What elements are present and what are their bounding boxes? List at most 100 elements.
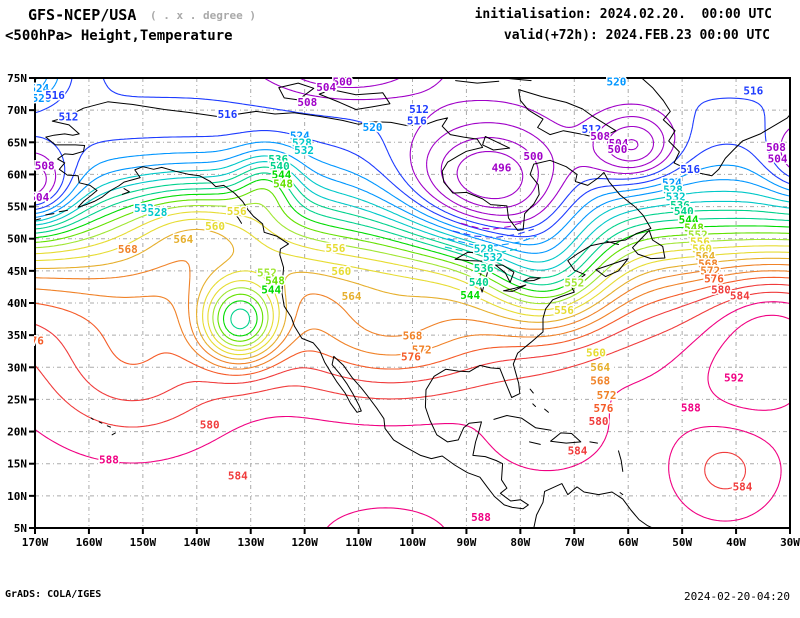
svg-text:90W: 90W	[456, 536, 476, 549]
svg-text:60W: 60W	[618, 536, 638, 549]
svg-text:516: 516	[407, 115, 427, 128]
svg-text:532: 532	[483, 251, 503, 264]
coastlines	[34, 77, 791, 529]
svg-text:532: 532	[134, 202, 154, 215]
svg-text:508: 508	[590, 130, 610, 143]
svg-text:504: 504	[316, 81, 336, 94]
svg-text:520: 520	[363, 121, 383, 134]
svg-text:10N: 10N	[7, 490, 27, 503]
creation-timestamp: 2024-02-20-04:20	[684, 590, 790, 603]
svg-text:556: 556	[325, 242, 345, 255]
svg-text:568: 568	[403, 329, 423, 342]
svg-text:500: 500	[607, 143, 627, 156]
svg-text:544: 544	[679, 214, 699, 227]
svg-text:572: 572	[412, 343, 432, 356]
svg-text:512: 512	[582, 123, 602, 136]
svg-text:552: 552	[257, 266, 277, 279]
svg-text:516: 516	[680, 163, 700, 176]
svg-text:120W: 120W	[291, 536, 318, 549]
svg-text:576: 576	[704, 273, 724, 286]
svg-text:544: 544	[261, 284, 281, 297]
svg-text:520: 520	[606, 75, 626, 88]
svg-text:170W: 170W	[22, 536, 49, 549]
svg-text:516: 516	[218, 108, 238, 121]
svg-text:556: 556	[690, 235, 710, 248]
svg-text:40N: 40N	[7, 297, 27, 310]
svg-text:560: 560	[692, 243, 712, 256]
svg-text:150W: 150W	[130, 536, 157, 549]
svg-text:75N: 75N	[7, 72, 27, 85]
svg-text:512: 512	[58, 111, 78, 124]
svg-text:560: 560	[586, 347, 606, 360]
svg-text:80W: 80W	[510, 536, 530, 549]
svg-text:572: 572	[700, 264, 720, 277]
svg-text:592: 592	[724, 372, 744, 385]
svg-text:580: 580	[711, 284, 731, 297]
svg-text:548: 548	[265, 275, 285, 288]
svg-text:584: 584	[568, 444, 588, 457]
longitude-axis-labels: 170W 160W 150W 140W 130W 120W 110W 100W 90W 80W 70…	[22, 536, 800, 549]
svg-text:50N: 50N	[7, 233, 27, 246]
svg-text:504: 504	[609, 137, 629, 150]
svg-text:20N: 20N	[7, 426, 27, 439]
svg-text:40W: 40W	[726, 536, 746, 549]
svg-text:504: 504	[29, 191, 49, 204]
latitude-axis-labels: 75N 70N 65N 60N 55N 50N 45N 40N 35N 30N 25N 20N 15N 1…	[7, 72, 27, 535]
model-title: GFS-NCEP/USA	[28, 6, 137, 24]
svg-text:30W: 30W	[780, 536, 800, 549]
svg-text:25N: 25N	[7, 393, 27, 406]
svg-text:588: 588	[99, 453, 119, 466]
svg-text:516: 516	[45, 89, 65, 102]
svg-text:524: 524	[29, 82, 49, 95]
svg-text:65N: 65N	[7, 136, 27, 149]
svg-text:540: 540	[270, 160, 290, 173]
svg-text:532: 532	[294, 144, 314, 157]
initialisation-time: initialisation: 2024.02.20. 00:00 UTC	[474, 7, 772, 22]
svg-text:572: 572	[597, 389, 617, 402]
svg-text:552: 552	[564, 277, 584, 290]
svg-text:576: 576	[24, 334, 44, 347]
svg-text:35N: 35N	[7, 329, 27, 342]
svg-text:508: 508	[766, 141, 786, 154]
svg-text:588: 588	[681, 401, 701, 414]
svg-text:30N: 30N	[7, 361, 27, 374]
svg-text:15N: 15N	[7, 458, 27, 471]
svg-text:516: 516	[743, 84, 763, 97]
svg-text:536: 536	[474, 262, 494, 275]
svg-text:524: 524	[290, 129, 310, 142]
svg-text:568: 568	[698, 257, 718, 270]
svg-text:512: 512	[409, 103, 429, 116]
map-gridlines	[35, 78, 790, 528]
svg-text:508: 508	[35, 160, 55, 173]
svg-text:60N: 60N	[7, 168, 27, 181]
svg-text:496: 496	[492, 162, 512, 175]
svg-text:560: 560	[331, 265, 351, 278]
svg-text:160W: 160W	[76, 536, 103, 549]
svg-text:528: 528	[147, 206, 167, 219]
svg-text:580: 580	[200, 419, 220, 432]
svg-text:528: 528	[474, 243, 494, 256]
svg-text:544: 544	[272, 169, 292, 182]
valid-time: valid(+72h): 2024.FEB.23 00:00 UTC	[503, 28, 770, 43]
svg-text:540: 540	[469, 276, 489, 289]
svg-text:548: 548	[273, 178, 293, 191]
svg-text:500: 500	[523, 150, 543, 163]
svg-text:580: 580	[589, 415, 609, 428]
svg-text:536: 536	[670, 199, 690, 212]
grads-credit: GrADS: COLA/IGES	[5, 589, 102, 600]
svg-text:55N: 55N	[7, 201, 27, 214]
svg-text:500: 500	[332, 75, 352, 88]
svg-text:508: 508	[297, 96, 317, 109]
svg-text:576: 576	[401, 351, 421, 364]
svg-text:532: 532	[666, 190, 686, 203]
svg-text:5N: 5N	[14, 522, 27, 535]
svg-text:588: 588	[471, 511, 491, 524]
svg-text:564: 564	[173, 233, 193, 246]
grid-resolution-note: ( . x . degree )	[150, 9, 256, 22]
svg-text:560: 560	[205, 220, 225, 233]
svg-text:552: 552	[688, 228, 708, 241]
svg-text:100W: 100W	[399, 536, 426, 549]
